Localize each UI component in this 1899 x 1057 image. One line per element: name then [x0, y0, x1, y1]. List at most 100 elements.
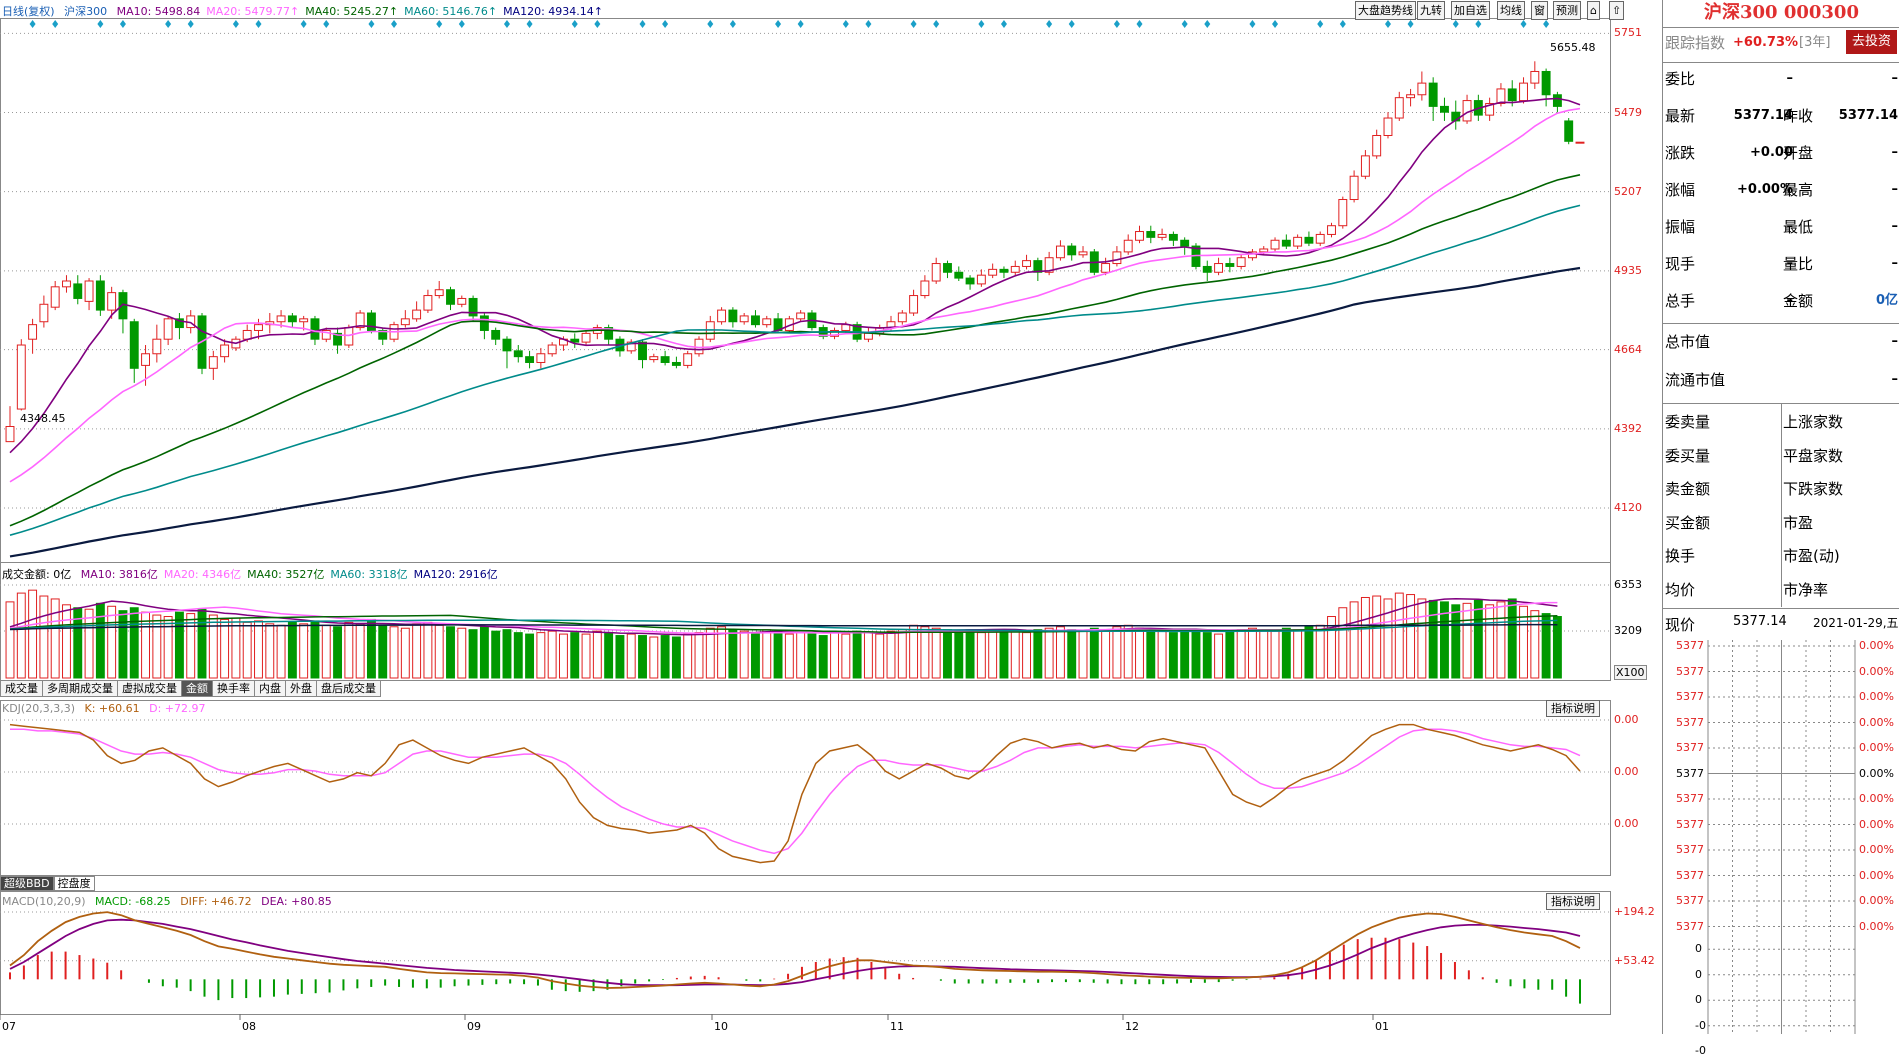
kdj-explain-button[interactable]: 指标说明 [1546, 700, 1600, 717]
volume-header: 成交金额: 0亿 MA10: 3816亿 MA20: 4346亿 MA40: 352… [2, 566, 510, 582]
kdj-title: KDJ(20,3,3,3) [2, 702, 75, 715]
macd-explain-button[interactable]: 指标说明 [1546, 893, 1600, 910]
candle-body [1338, 199, 1348, 227]
intraday-grid[interactable] [1663, 640, 1899, 1052]
signal-marker [300, 20, 307, 28]
high-price-label: 5655.48 [1550, 41, 1596, 54]
divider [1781, 403, 1782, 607]
quote-label: 平盘家数 [1783, 446, 1844, 465]
volume-tab[interactable]: 内盘 [255, 680, 286, 697]
signal-marker [571, 20, 578, 28]
signal-marker [1113, 20, 1120, 28]
volume-bar [592, 630, 602, 679]
volume-bar [1530, 610, 1540, 679]
volume-tab[interactable]: 换手率 [213, 680, 255, 697]
toolbar-button[interactable]: 窗 [1531, 1, 1548, 20]
volume-bar [400, 627, 410, 679]
candle-body [446, 289, 455, 305]
volume-bar [976, 632, 986, 679]
volume-bar [1168, 632, 1178, 679]
quote-row: 振幅 – 最低 – [1663, 210, 1899, 244]
quote-value: – [1891, 219, 1899, 234]
volume-bar [1259, 629, 1269, 679]
x-axis-label: 09 [467, 1020, 481, 1033]
volume-bar [1507, 598, 1517, 679]
volume-tab[interactable]: 多周期成交量 [43, 680, 118, 697]
market-stat-row: 均价 市净率 [1663, 573, 1899, 607]
candle-body [830, 329, 839, 337]
toolbar-button[interactable]: 加自选 [1451, 1, 1490, 20]
volume-bar [287, 621, 297, 679]
kdj-axis-label: 0.00 [1614, 817, 1639, 830]
toolbar-button[interactable]: ⇧ [1609, 1, 1625, 20]
chart-canvas[interactable] [0, 0, 1612, 1034]
signal-marker [526, 20, 533, 28]
volume-tab[interactable]: 虚拟成交量 [118, 680, 182, 697]
candle-body [796, 312, 806, 320]
invest-button[interactable]: 去投资 [1846, 30, 1898, 54]
low-price-label: 4348.45 [20, 412, 66, 425]
volume-bar [1496, 601, 1506, 679]
quote-label: 最高 [1783, 181, 1814, 199]
candle-body [28, 324, 38, 340]
grid-percent-label: 0.00% [1859, 843, 1894, 856]
candle-body [1304, 236, 1314, 244]
price-axis-label: 4120 [1614, 500, 1642, 514]
candle-body [1485, 102, 1495, 116]
macd-diff-value: DIFF: +46.72 [180, 895, 252, 908]
volume-bar [84, 608, 94, 679]
quote-row: 涨跌 +0.00 开盘 – [1663, 136, 1899, 170]
candle-body [863, 332, 873, 340]
candle-body [50, 286, 60, 308]
volume-tab[interactable]: 外盘 [286, 680, 317, 697]
signal-marker [1046, 20, 1053, 28]
volume-bar [197, 608, 207, 679]
volume-bar [1270, 630, 1280, 679]
toolbar-button[interactable]: 预测 [1553, 1, 1581, 20]
quote-value: – [1786, 219, 1794, 234]
volume-bar [626, 633, 636, 679]
candle-body [254, 324, 263, 331]
toolbar-button[interactable]: 均线 [1497, 1, 1525, 20]
volume-bar [254, 620, 263, 679]
signal-marker [436, 20, 443, 28]
volume-tab[interactable]: 盘后成交量 [317, 680, 381, 697]
volume-bar [525, 633, 535, 679]
volume-bar [242, 621, 252, 679]
candle-body [931, 263, 941, 282]
quote-value: – [1786, 71, 1794, 86]
candle-body [739, 315, 749, 323]
candle-body [1394, 97, 1404, 119]
toolbar-button[interactable]: ⌂ [1587, 1, 1600, 20]
quote-value: 5377.14 [1838, 108, 1898, 123]
volume-bar [604, 632, 614, 679]
volume-tab[interactable]: 金额 [182, 680, 213, 697]
signal-marker [1452, 20, 1459, 28]
price-axis-label: 5479 [1614, 105, 1642, 119]
volume-bar [1327, 616, 1336, 679]
grid-percent-label: 0.00% [1859, 664, 1894, 678]
candle-body [547, 344, 557, 355]
kdj-axis-label: 0.00 [1614, 713, 1639, 726]
volume-bar [1247, 627, 1257, 679]
market-stat-row: 换手 市盈(动) [1663, 539, 1899, 573]
indicator-tabs: 超级BBD 控盘度 [0, 876, 95, 891]
volume-bar [852, 630, 862, 679]
tab-super-bbd[interactable]: 超级BBD [0, 876, 54, 891]
volume-tab[interactable]: 成交量 [0, 680, 43, 697]
signal-marker [323, 20, 330, 28]
quote-label: 昨收 [1783, 107, 1814, 125]
toolbar-button[interactable]: 九转 [1417, 1, 1445, 20]
x-axis-label: 07 [2, 1020, 16, 1033]
tab-control-degree[interactable]: 控盘度 [53, 876, 95, 891]
quote-label: 涨幅 [1665, 181, 1696, 199]
candle-body [39, 303, 49, 323]
grid-percent-label: 0.00% [1859, 792, 1894, 805]
quote-label: 委比 [1665, 70, 1696, 88]
toolbar-button[interactable]: 大盘趋势线 [1355, 1, 1416, 20]
volume-bar [1180, 629, 1190, 679]
kline-chart-area[interactable]: 日线(复权) 沪深300 MA10: 5498.84 MA20: 5479.77↑… [0, 0, 1655, 1034]
grid-price-label: 5377 [1676, 817, 1704, 831]
quote-label: 上涨家数 [1783, 413, 1844, 431]
candle-body [1428, 82, 1438, 107]
